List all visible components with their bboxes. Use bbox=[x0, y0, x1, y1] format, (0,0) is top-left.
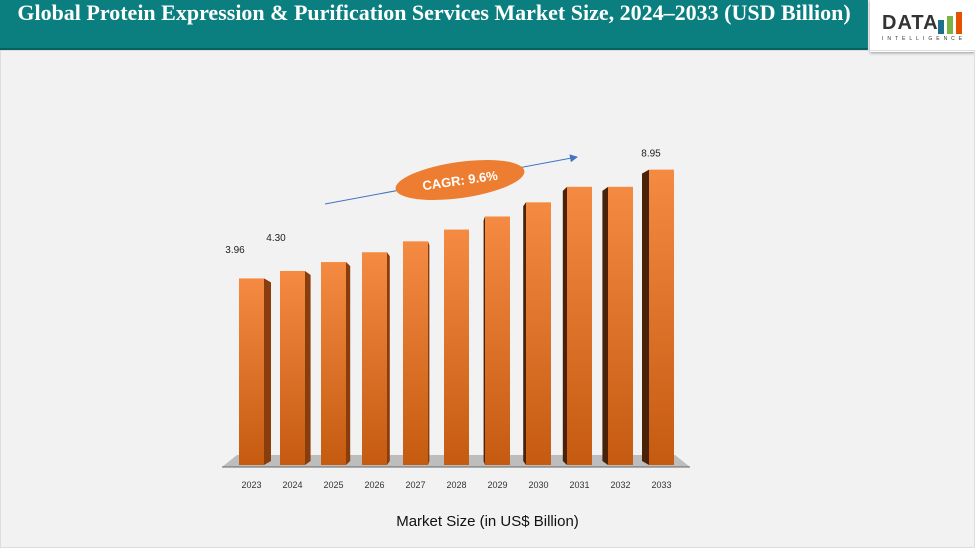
bar-2030 bbox=[526, 202, 551, 465]
bar-2027 bbox=[403, 241, 428, 465]
x-tick-label: 2024 bbox=[282, 480, 302, 490]
bar-2024 bbox=[280, 270, 305, 465]
bar-side-2025 bbox=[346, 262, 351, 465]
bar-2023 bbox=[239, 278, 264, 465]
bar-2033 bbox=[649, 169, 674, 466]
bar-2025 bbox=[321, 262, 346, 465]
cagr-ellipse bbox=[395, 160, 525, 200]
bar-2029 bbox=[485, 216, 510, 465]
bar-side-2031 bbox=[562, 186, 567, 465]
bar-side-2030 bbox=[523, 202, 526, 465]
bar-2026 bbox=[362, 252, 387, 465]
x-tick-label: 2031 bbox=[569, 480, 589, 490]
chart-title: Global Protein Expression & Purification… bbox=[17, 0, 851, 25]
x-tick-label: 2032 bbox=[610, 480, 630, 490]
bar-2032 bbox=[608, 186, 633, 465]
bar-side-2024 bbox=[305, 270, 311, 465]
bar-side-2029 bbox=[483, 216, 485, 465]
x-tick-label: 2023 bbox=[241, 480, 261, 490]
bar-side-2026 bbox=[387, 252, 390, 465]
bar-side-2023 bbox=[264, 278, 271, 465]
x-tick-label: 2033 bbox=[651, 480, 671, 490]
logo-subtext: INTELLIGENCE bbox=[882, 36, 967, 42]
logo-text: DATA bbox=[882, 12, 939, 34]
x-tick-label: 2025 bbox=[323, 480, 343, 490]
logo: DATA INTELLIGENCE bbox=[870, 0, 975, 52]
data-label-2033: 8.95 bbox=[641, 149, 661, 160]
x-tick-label: 2027 bbox=[405, 480, 425, 490]
x-axis-title: Market Size (in US$ Billion) bbox=[396, 513, 579, 530]
bar-2028 bbox=[444, 229, 469, 465]
x-tick-label: 2026 bbox=[364, 480, 384, 490]
bar-side-2033 bbox=[642, 169, 649, 466]
title-banner: Global Protein Expression & Purification… bbox=[0, 0, 868, 50]
data-label-2023: 3.96 bbox=[225, 245, 245, 256]
x-tick-label: 2029 bbox=[487, 480, 507, 490]
x-tick-label: 2028 bbox=[446, 480, 466, 490]
bar-side-2032 bbox=[602, 186, 608, 465]
logo-bars-icon bbox=[938, 12, 962, 34]
bar-2031 bbox=[567, 186, 592, 465]
bar-side-2027 bbox=[428, 241, 430, 465]
data-label-2024: 4.30 bbox=[266, 233, 286, 244]
x-tick-label: 2030 bbox=[528, 480, 548, 490]
